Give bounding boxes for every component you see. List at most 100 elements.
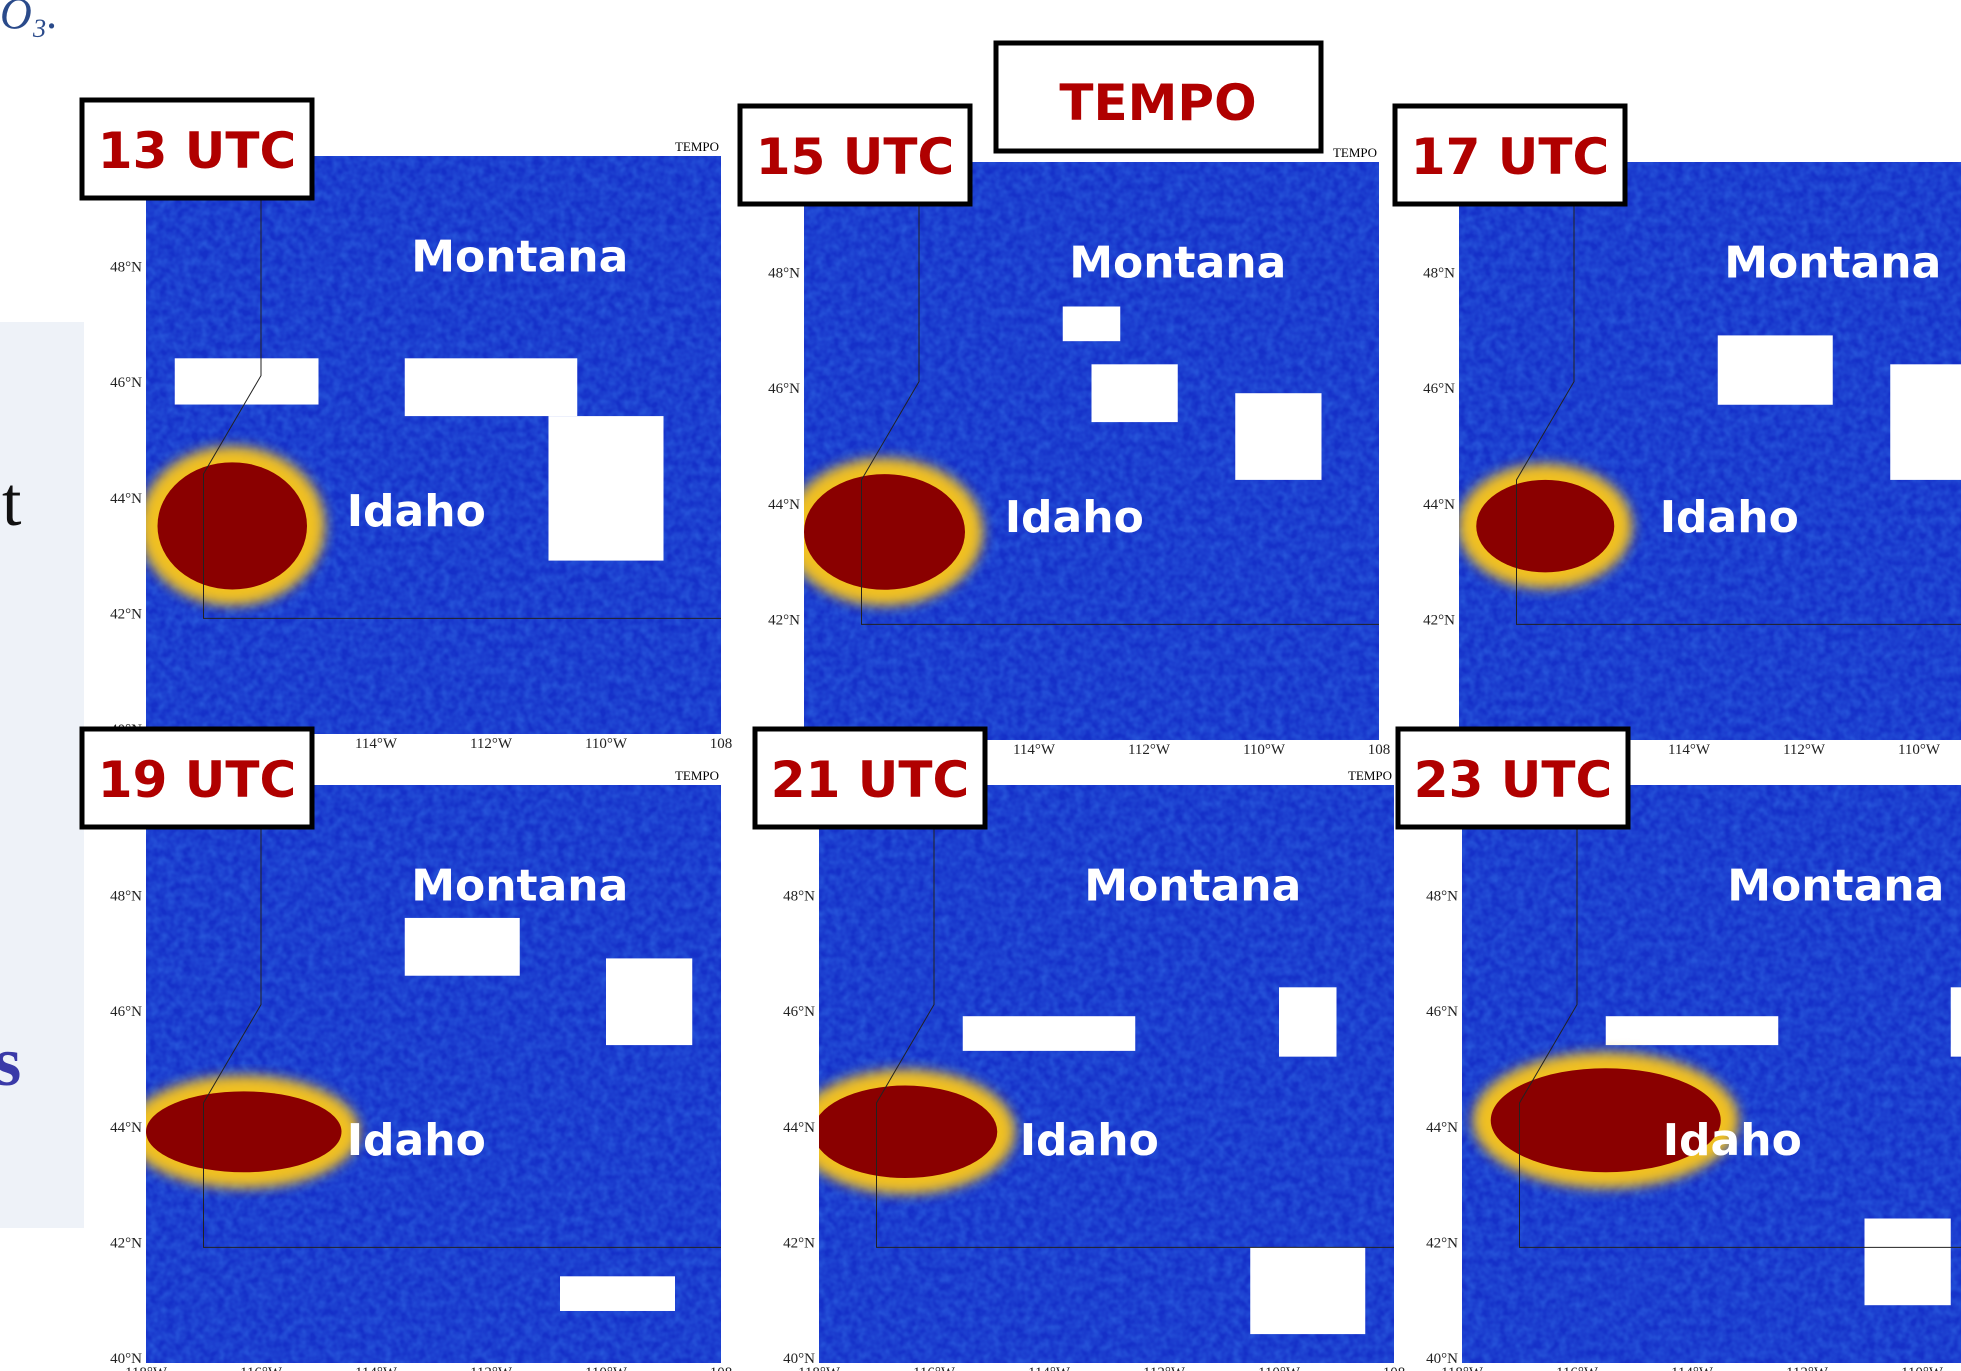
state-label: Montana xyxy=(411,861,628,912)
missing-data xyxy=(963,1016,1136,1051)
time-label: 15 UTC xyxy=(756,128,954,186)
plume xyxy=(146,1091,342,1172)
state-label: Montana xyxy=(1727,861,1944,912)
source-label: TEMPO xyxy=(1333,145,1377,160)
lat-tick: 44°N xyxy=(1423,497,1455,513)
map-panel: TEMPOMontanaIdaho48°N46°N44°N42°N40°N118… xyxy=(1395,106,1961,758)
lon-tick: 108 xyxy=(1368,742,1391,758)
lat-tick: 44°N xyxy=(1426,1120,1458,1136)
time-label: 23 UTC xyxy=(1414,751,1612,809)
lon-tick: 118°W xyxy=(125,1365,168,1371)
missing-data xyxy=(606,958,692,1045)
plume xyxy=(804,474,965,590)
missing-data xyxy=(1279,987,1337,1056)
lat-tick: 42°N xyxy=(768,612,800,628)
state-label: Idaho xyxy=(1660,492,1799,543)
state-label: Idaho xyxy=(1663,1115,1802,1166)
lon-tick: 108 xyxy=(1383,1365,1406,1371)
missing-data xyxy=(1092,364,1178,422)
lat-tick: 42°N xyxy=(1426,1235,1458,1251)
lat-tick: 44°N xyxy=(110,1120,142,1136)
lon-tick: 110°W xyxy=(1901,1365,1944,1371)
missing-data xyxy=(1250,1247,1365,1334)
missing-data xyxy=(1606,1016,1779,1045)
slide: O₃. t s TEMPO Montana Idaho 48°N 46°N 44°N 42°… xyxy=(0,0,1961,1371)
source-label: TEMPO xyxy=(1348,768,1392,783)
missing-data xyxy=(1235,393,1321,480)
panels: TEMPOMontanaIdaho48°N46°N44°N42°N40°N118… xyxy=(82,100,1961,1371)
lon-tick: 112°W xyxy=(470,1365,513,1371)
state-label: Idaho xyxy=(347,486,486,537)
missing-data xyxy=(1890,364,1961,480)
lat-tick: 46°N xyxy=(1423,381,1455,397)
missing-data xyxy=(549,416,664,560)
plume xyxy=(813,1086,997,1178)
lon-tick: 110°W xyxy=(1258,1365,1301,1371)
lat-tick: 48°N xyxy=(783,889,815,905)
side-fragment: s xyxy=(0,1024,21,1101)
lon-tick: 112°W xyxy=(1783,742,1826,758)
lon-tick: 110°W xyxy=(585,1365,628,1371)
time-label: 13 UTC xyxy=(98,122,296,180)
main-label: TEMPO xyxy=(1059,74,1256,132)
plume xyxy=(1476,480,1614,572)
lon-tick: 114°W xyxy=(355,1365,398,1371)
header-fragment: O₃. xyxy=(0,0,58,38)
lon-tick: 112°W xyxy=(1128,742,1171,758)
lon-tick: 108 xyxy=(710,1365,733,1371)
lon-tick: 118°W xyxy=(798,1365,841,1371)
lon-tick: 110°W xyxy=(1243,742,1286,758)
lon-tick: 116°W xyxy=(240,1365,283,1371)
lon-tick: 114°W xyxy=(355,736,398,752)
lat-tick: 42°N xyxy=(110,606,142,622)
state-label: Montana xyxy=(1069,238,1286,289)
missing-data xyxy=(1951,987,1961,1056)
lon-tick: 114°W xyxy=(1668,742,1711,758)
missing-data xyxy=(1865,1219,1951,1306)
lon-tick: 114°W xyxy=(1013,742,1056,758)
lat-tick: 44°N xyxy=(783,1120,815,1136)
lat-tick: 46°N xyxy=(110,375,142,391)
lat-tick: 46°N xyxy=(1426,1004,1458,1020)
state-label: Idaho xyxy=(1020,1115,1159,1166)
missing-data xyxy=(175,358,319,404)
state-label: Montana xyxy=(1724,238,1941,289)
map-panel: TEMPOMontanaIdaho48°N46°N44°N42°N40°N118… xyxy=(82,100,732,752)
lat-tick: 48°N xyxy=(768,266,800,282)
lon-tick: 116°W xyxy=(913,1365,956,1371)
lon-tick: 108 xyxy=(710,736,733,752)
source-label: TEMPO xyxy=(675,139,719,154)
map-panel: TEMPOMontanaIdaho48°N46°N44°N42°N40°N118… xyxy=(82,729,732,1371)
side-fragment: t xyxy=(2,464,22,541)
lat-tick: 48°N xyxy=(1423,266,1455,282)
lat-tick: 46°N xyxy=(783,1004,815,1020)
state-label: Montana xyxy=(411,232,628,283)
lon-tick: 112°W xyxy=(470,736,513,752)
lon-tick: 114°W xyxy=(1028,1365,1071,1371)
state-label: Idaho xyxy=(1005,492,1144,543)
lon-tick: 112°W xyxy=(1786,1365,1829,1371)
state-label: Montana xyxy=(1084,861,1301,912)
plume xyxy=(158,462,308,589)
lat-tick: 42°N xyxy=(110,1235,142,1251)
lat-tick: 48°N xyxy=(1426,889,1458,905)
lon-tick: 112°W xyxy=(1143,1365,1186,1371)
map-panel: TEMPOMontanaIdaho48°N46°N44°N42°N40°N118… xyxy=(1398,729,1961,1371)
lat-tick: 42°N xyxy=(783,1235,815,1251)
source-label: TEMPO xyxy=(675,768,719,783)
missing-data xyxy=(1063,307,1121,342)
lon-tick: 118°W xyxy=(1441,1365,1484,1371)
map-panel: TEMPOMontanaIdaho48°N46°N44°N42°N40°N118… xyxy=(740,106,1390,758)
map-panel: TEMPOMontanaIdaho48°N46°N44°N42°N40°N118… xyxy=(755,729,1405,1371)
time-label: 17 UTC xyxy=(1411,128,1609,186)
lon-tick: 110°W xyxy=(585,736,628,752)
time-label: 19 UTC xyxy=(98,751,296,809)
state-label: Idaho xyxy=(347,1115,486,1166)
time-label: 21 UTC xyxy=(771,751,969,809)
missing-data xyxy=(405,358,578,416)
lon-tick: 110°W xyxy=(1898,742,1941,758)
lat-tick: 48°N xyxy=(110,889,142,905)
missing-data xyxy=(1718,335,1833,404)
lat-tick: 46°N xyxy=(110,1004,142,1020)
missing-data xyxy=(405,918,520,976)
